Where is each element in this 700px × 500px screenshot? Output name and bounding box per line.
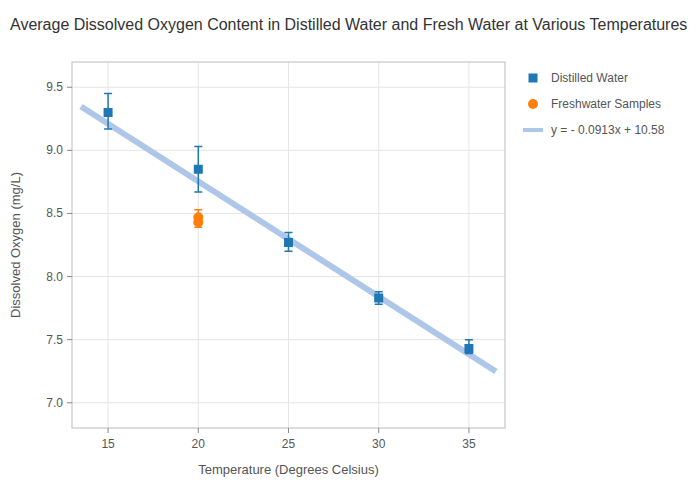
grid-line-y [72, 276, 505, 277]
tick-label-y: 9.5 [46, 80, 63, 94]
error-bar [194, 216, 202, 227]
plot-frame [72, 62, 505, 428]
x-axis-label: Temperature (Degrees Celsius) [198, 462, 379, 477]
legend-symbol [523, 128, 543, 132]
error-bar [104, 94, 112, 129]
tick-y [67, 339, 72, 340]
tick-x [198, 428, 199, 433]
tick-x [378, 428, 379, 433]
tick-label-y: 8.0 [46, 270, 63, 284]
tick-label-x: 20 [192, 437, 206, 451]
error-bar [465, 340, 473, 354]
tick-y [67, 402, 72, 403]
tick-x [288, 428, 289, 433]
legend-symbol [528, 99, 538, 109]
grid-line-y [72, 150, 505, 151]
tick-y [67, 87, 72, 88]
series-0 [104, 94, 474, 354]
point [284, 238, 293, 247]
grid-line-x [468, 62, 469, 428]
legend-symbol [529, 74, 538, 83]
error-bar [194, 147, 202, 192]
series-1 [193, 210, 203, 228]
point [104, 108, 113, 117]
tick-label-x: 25 [282, 437, 296, 451]
grid-line-x [198, 62, 199, 428]
tick-label-x: 15 [101, 437, 115, 451]
point [374, 294, 383, 303]
tick-label-y: 7.0 [46, 396, 63, 410]
grid [72, 62, 505, 428]
tick-label-x: 35 [462, 437, 476, 451]
tick-label-y: 8.5 [46, 206, 63, 220]
tick-y [67, 213, 72, 214]
title: Average Dissolved Oxygen Content in Dist… [10, 16, 687, 33]
grid-line-y [72, 402, 505, 403]
grid-line-y [72, 87, 505, 88]
legend-label: y = - 0.0913x + 10.58 [551, 123, 665, 137]
tick-label-y: 7.5 [46, 333, 63, 347]
tick-x [468, 428, 469, 433]
trend-line [81, 106, 496, 371]
tick-label-x: 30 [372, 437, 386, 451]
y-axis-label: Dissolved Oxygen (mg/L) [8, 172, 23, 318]
error-bar [285, 232, 293, 251]
grid-line-y [72, 213, 505, 214]
error-bar [375, 292, 383, 305]
legend-label: Distilled Water [551, 71, 628, 85]
point [193, 217, 203, 227]
ticks: 15 20 25 30 35 7.0 7.5 8.0 8.5 9.0 9.5 [46, 80, 476, 451]
tick-y [67, 150, 72, 151]
data-area [81, 94, 496, 372]
grid-line-x [378, 62, 379, 428]
tick-x [108, 428, 109, 433]
tick-label-y: 9.0 [46, 143, 63, 157]
legend: Distilled Water Freshwater Samples y = - 0… [523, 71, 665, 137]
point [194, 165, 203, 174]
tick-y [67, 276, 72, 277]
chart: Average Dissolved Oxygen Content in Dist… [0, 0, 700, 500]
legend-label: Freshwater Samples [551, 97, 661, 111]
point [464, 344, 473, 353]
